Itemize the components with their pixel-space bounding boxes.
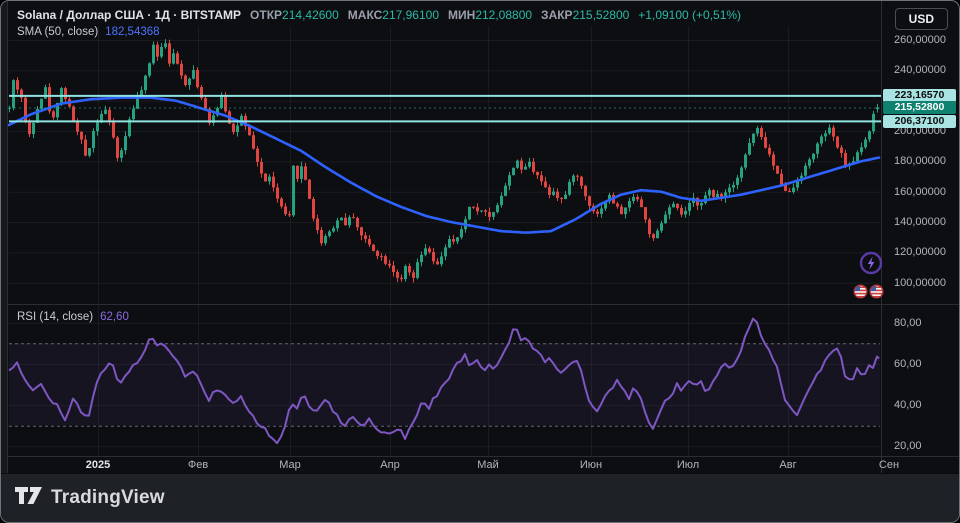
chart-markers (853, 251, 887, 304)
us-flag-icon[interactable] (869, 284, 884, 304)
rsi-legend[interactable]: RSI (14, close) 62,60 (17, 311, 129, 323)
ohlc-open: ОТКР214,42600 (250, 8, 339, 22)
rsi-label: RSI (14, close) (17, 311, 94, 323)
time-axis-label: Май (477, 459, 499, 471)
price-axis-label: 240,00000 (894, 64, 946, 77)
price-axis-label: 260,00000 (894, 34, 946, 46)
symbol-title[interactable]: Solana / Доллар США · 1Д · BITSTAMP (17, 8, 242, 22)
price-axis-label: 100,00000 (894, 276, 946, 289)
event-flag-icons (853, 284, 887, 304)
time-axis-label: Июл (676, 459, 700, 471)
time-axis-label: Авг (779, 459, 797, 471)
price-axis-label: 140,00000 (894, 216, 946, 229)
rsi-axis-label: 60,00 (894, 357, 922, 370)
rsi-value: 62,60 (100, 311, 129, 323)
price-axis-label: 120,00000 (894, 246, 946, 259)
time-axis-label: Сен (878, 459, 900, 471)
price-change: +1,09100 (+0,51%) (638, 8, 742, 22)
brand-name[interactable]: TradingView (51, 487, 165, 508)
time-axis-label: Фев (187, 459, 209, 471)
level-price-label: 223,16570 (883, 89, 956, 103)
rsi-axis-label: 20,00 (894, 440, 922, 453)
time-axis-label: Мар (279, 459, 301, 471)
ohlc-high: МАКС217,96100 (347, 8, 440, 22)
price-axis-label: 180,00000 (894, 155, 946, 168)
price-axis-label: 160,00000 (894, 185, 946, 198)
ohlc-close: ЗАКР215,52800 (541, 8, 630, 22)
time-axis-label: Июн (579, 459, 603, 471)
lightning-icon[interactable] (859, 251, 883, 275)
tradingview-logo-icon[interactable] (14, 485, 43, 511)
sma-value: 182,54368 (105, 26, 160, 38)
grid (9, 26, 880, 456)
rsi-line (8, 317, 880, 445)
left-gutter (1, 1, 8, 473)
last-price-label: 215,52800 (883, 100, 956, 114)
time-axis-label: Апр (380, 459, 400, 471)
time-axis[interactable]: 2025 Фев Мар Апр Май Июн Июл Авг Сен (1, 456, 899, 474)
symbol-header: Solana / Доллар США · 1Д · BITSTAMP ОТКР… (17, 8, 741, 22)
candlestick-series (8, 39, 879, 283)
time-axis-label: 2025 (85, 459, 111, 471)
sma-label: SMA (50, close) (17, 26, 99, 38)
rsi-axis-label: 80,00 (894, 316, 922, 329)
currency-button[interactable]: USD (894, 8, 948, 30)
us-flag-icon[interactable] (853, 284, 868, 304)
ohlc-low: МИН212,08800 (448, 8, 533, 22)
sma-legend[interactable]: SMA (50, close) 182,54368 (17, 26, 160, 38)
rsi-axis-label: 40,00 (894, 399, 922, 412)
price-axis-label: 200,00000 (894, 125, 946, 138)
footer-bar: TradingView (1, 473, 959, 522)
price-axis[interactable]: 260,00000 240,00000 200,00000 180,00000 160,… (881, 1, 959, 454)
level-price-label: 206,37100 (883, 114, 956, 128)
sma-line (7, 96, 881, 234)
